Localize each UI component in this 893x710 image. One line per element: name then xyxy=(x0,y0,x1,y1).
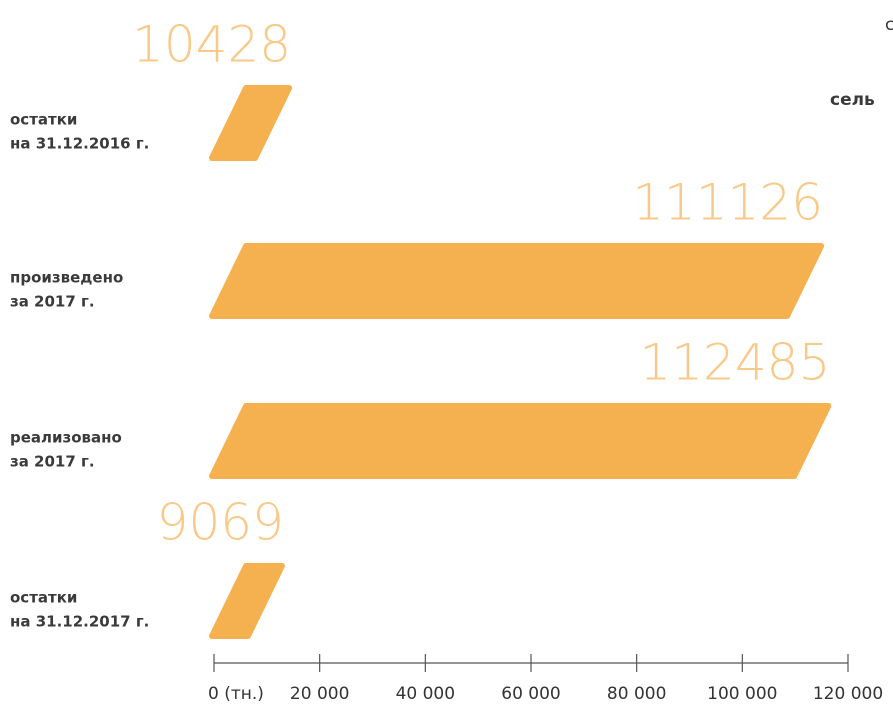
x-tick-label: 100 000 xyxy=(707,684,777,704)
annotation: сель xyxy=(830,90,875,110)
category-label: за 2017 г. xyxy=(10,293,95,311)
category-label: на 31.12.2017 г. xyxy=(10,613,149,631)
value-label: 112485 xyxy=(639,334,830,392)
x-tick-label: 40 000 xyxy=(396,684,455,704)
x-tick-label: 80 000 xyxy=(607,684,666,704)
bar xyxy=(209,563,285,639)
x-tick-label: 60 000 xyxy=(501,684,560,704)
category-label: произведено xyxy=(10,269,123,287)
category-label: остатки xyxy=(10,589,77,607)
x-tick-label: 0 (тн.) xyxy=(208,684,264,704)
category-label: реализовано xyxy=(10,429,122,447)
value-label: 111126 xyxy=(632,174,823,232)
x-tick-label: 120 000 xyxy=(813,684,883,704)
category-label: на 31.12.2016 г. xyxy=(10,135,149,153)
annotation: с xyxy=(885,15,893,35)
category-label: остатки xyxy=(10,111,77,129)
value-label: 10428 xyxy=(132,16,291,74)
bar xyxy=(209,403,832,479)
category-label: за 2017 г. xyxy=(10,453,95,471)
bar xyxy=(209,243,825,319)
x-tick-label: 20 000 xyxy=(290,684,349,704)
bar xyxy=(209,85,293,161)
value-label: 9069 xyxy=(157,494,284,552)
